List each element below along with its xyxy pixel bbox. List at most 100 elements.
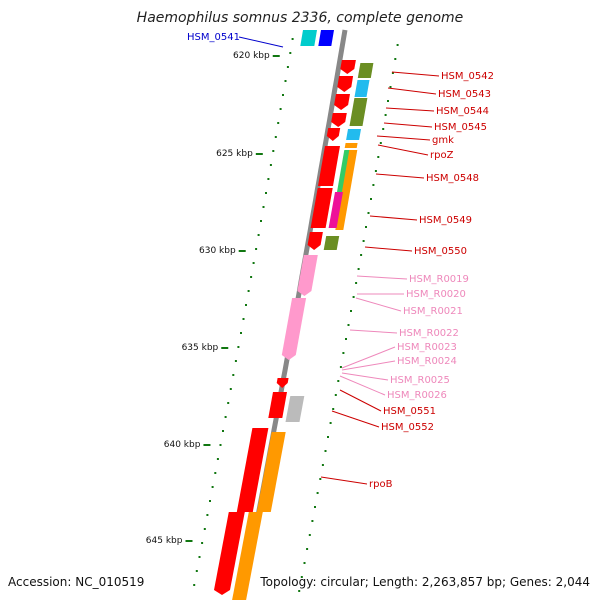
gc-dot <box>352 296 355 298</box>
gc-dot <box>362 240 365 242</box>
gc-dot <box>286 66 289 68</box>
leader-line <box>341 360 396 371</box>
gc-dot <box>365 226 367 228</box>
gc-dot <box>232 374 235 376</box>
tick-mark <box>272 55 280 57</box>
gc-dot <box>240 332 242 334</box>
gc-dot <box>193 584 196 586</box>
gene-block <box>236 428 269 512</box>
gc-dot <box>342 352 345 354</box>
gc-dot <box>242 318 245 320</box>
gene-block <box>318 30 334 46</box>
tick-mark <box>221 347 229 349</box>
leader-line <box>376 135 431 141</box>
gc-dot <box>260 220 262 222</box>
gc-dot <box>329 422 332 424</box>
gc-dot <box>198 556 201 558</box>
gc-dot <box>327 436 329 438</box>
gene-label: HSM_0549 <box>419 215 472 226</box>
leader-line <box>387 87 437 95</box>
gene-label: HSM_0551 <box>383 406 436 417</box>
gc-dot <box>308 534 311 536</box>
gene-label: HSM_R0023 <box>397 342 457 353</box>
gc-dot <box>355 282 358 284</box>
gc-dot <box>216 458 219 460</box>
scale-ticks: 620 kbp 625 kbp 630 kbp 635 kbp 640 kbp 645 k… <box>146 51 280 546</box>
gene-labels: HSM_0541 HSM_0542 HSM_0543 HSM_0544 HSM_0545… <box>187 32 494 490</box>
gene-label: HSM_0542 <box>441 71 494 82</box>
gc-dot <box>303 562 306 564</box>
tick-label: 630 kbp <box>199 246 236 256</box>
leader-line <box>349 329 398 334</box>
map-title: Haemophilus somnus 2336, complete genome <box>137 10 464 26</box>
gc-dot <box>289 52 292 54</box>
gene-label: HSM_0543 <box>438 89 491 100</box>
gene-label: HSM_R0022 <box>399 328 459 339</box>
gene-block <box>346 129 361 140</box>
gc-dot <box>382 128 385 130</box>
gc-dot <box>219 444 222 446</box>
leader-line <box>339 375 386 396</box>
leader-line <box>339 389 382 412</box>
gc-dot <box>300 576 303 578</box>
leader-line <box>320 476 368 485</box>
gene-block <box>323 236 340 250</box>
gene-block <box>326 128 341 141</box>
gc-dot <box>252 262 255 264</box>
gc-dot <box>214 472 217 474</box>
gc-dot <box>370 198 372 200</box>
tick-label: 635 kbp <box>182 343 219 353</box>
label-leaders <box>238 36 440 485</box>
gc-dot <box>250 276 253 278</box>
gc-dot <box>391 72 394 74</box>
gene-block <box>331 113 347 127</box>
gene-block <box>268 392 287 418</box>
gc-dot <box>324 450 327 452</box>
leader-line <box>377 144 429 156</box>
gene-block <box>307 232 323 250</box>
gc-dot <box>262 206 265 208</box>
feature-track <box>214 30 374 600</box>
tick-label: 645 kbp <box>146 536 183 546</box>
gc-dot <box>311 520 314 522</box>
gc-dot <box>360 254 363 256</box>
leader-line <box>383 122 433 128</box>
tick-label: 640 kbp <box>164 440 201 450</box>
gc-dot <box>269 164 272 166</box>
gc-dot <box>229 388 232 390</box>
leader-line <box>355 297 402 312</box>
gc-dot <box>272 150 275 152</box>
gc-dot <box>357 268 360 270</box>
gene-block <box>276 378 289 388</box>
tick-mark <box>203 444 211 446</box>
gene-label: HSM_0548 <box>426 173 479 184</box>
tick-label: 620 kbp <box>233 51 270 61</box>
tick-mark <box>255 153 263 155</box>
gene-label: HSM_0550 <box>414 246 467 257</box>
leader-line <box>341 372 389 381</box>
gene-block <box>318 146 340 186</box>
gc-dot <box>257 234 260 236</box>
gene-label: HSM_0541 <box>187 32 240 43</box>
gc-dot <box>367 212 370 214</box>
leader-line <box>375 173 425 179</box>
gc-dot <box>321 464 324 466</box>
gc-dot <box>384 114 387 116</box>
gc-dot <box>279 108 282 110</box>
gene-block <box>214 512 245 595</box>
gene-label: HSM_0545 <box>434 122 487 133</box>
gc-dot <box>265 192 267 194</box>
gene-label: HSM_R0025 <box>390 375 450 386</box>
gc-dot <box>211 486 214 488</box>
gene-block <box>340 60 356 74</box>
gene-block <box>334 94 350 110</box>
gene-block <box>344 143 358 148</box>
tick-mark <box>185 540 193 542</box>
gene-label: HSM_R0020 <box>406 289 466 300</box>
gc-dot <box>224 416 227 418</box>
gc-dot <box>339 366 342 368</box>
gene-block <box>337 76 354 92</box>
gc-dot <box>314 506 316 508</box>
gc-dot <box>372 184 375 186</box>
accession-text: Accession: NC_010519 <box>8 575 144 589</box>
